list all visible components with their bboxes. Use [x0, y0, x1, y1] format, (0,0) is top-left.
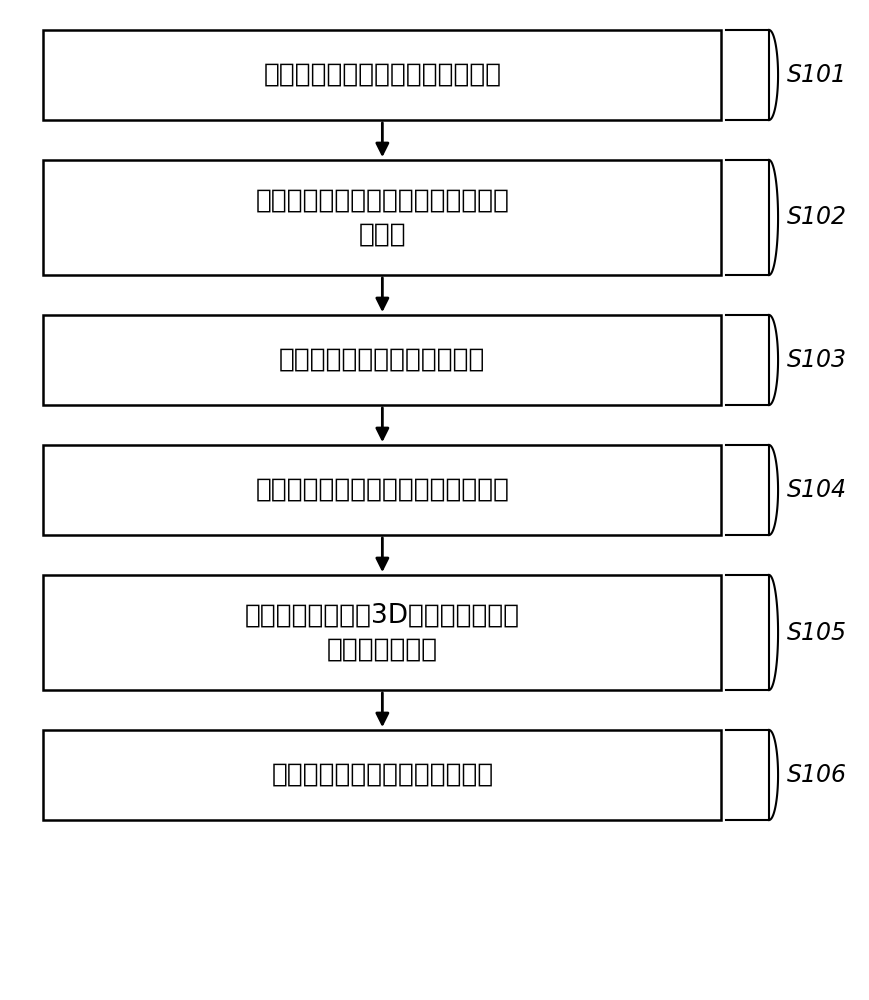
Text: S105: S105	[786, 620, 846, 645]
Text: S104: S104	[786, 478, 846, 502]
Bar	[43, 315, 721, 405]
Text: 将人工骨文件输入3D打印系统进行人
工骨的三维制造: 将人工骨文件输入3D打印系统进行人 工骨的三维制造	[245, 602, 520, 662]
Text: S103: S103	[786, 348, 846, 372]
Bar	[43, 445, 721, 535]
Bar	[43, 160, 721, 275]
Bar	[43, 575, 721, 690]
Text: 将人工骨三维数字模型进行格式转化: 将人工骨三维数字模型进行格式转化	[255, 477, 509, 503]
Text: 获取患者植入部位的医学图像数据: 获取患者植入部位的医学图像数据	[263, 62, 501, 88]
Bar	[43, 30, 721, 120]
Text: 从获取的医学图像数据中提取出骨组
织数据: 从获取的医学图像数据中提取出骨组 织数据	[255, 188, 509, 247]
Text: 建立人工骨的仿生化三维模型: 建立人工骨的仿生化三维模型	[279, 347, 486, 373]
Text: 细胞、动物毒性试验及临床试验: 细胞、动物毒性试验及临床试验	[271, 762, 494, 788]
Text: S101: S101	[786, 63, 846, 87]
Text: S106: S106	[786, 763, 846, 787]
Bar	[43, 730, 721, 820]
Text: S102: S102	[786, 206, 846, 230]
